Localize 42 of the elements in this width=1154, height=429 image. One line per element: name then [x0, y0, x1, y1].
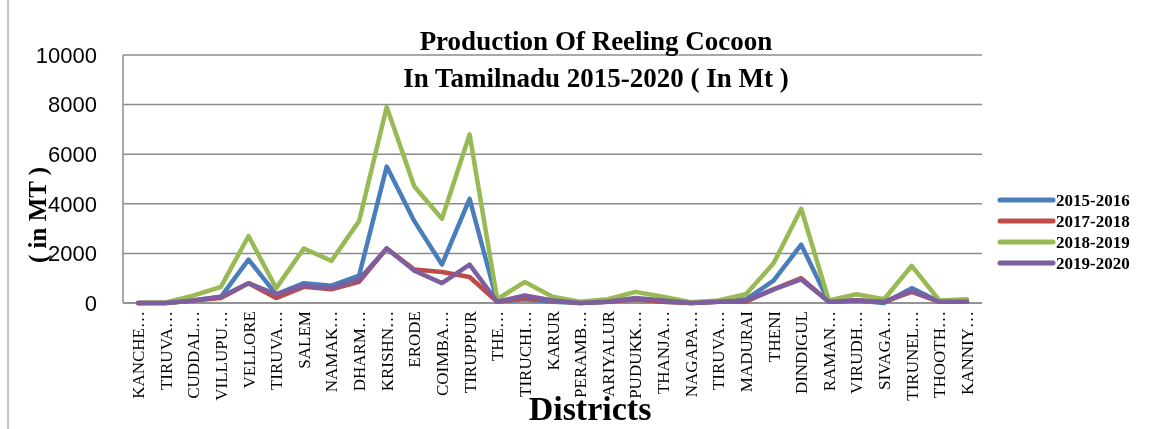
- x-tick-label: THANJA…: [654, 311, 674, 395]
- y-tick-label: 4000: [48, 191, 97, 217]
- x-tick-label: COIMBA…: [432, 311, 452, 397]
- x-tick-label: RAMAN…: [819, 311, 839, 392]
- legend-label: 2018-2019: [1056, 232, 1130, 252]
- x-tick-label: NAGAPA…: [681, 311, 701, 398]
- x-tick-label: TIRUNEL…: [902, 311, 922, 401]
- x-tick-label: TIRUVA…: [267, 311, 287, 391]
- x-tick-label: VILLUPU…: [211, 311, 231, 401]
- x-tick-label: DHARM…: [350, 311, 370, 392]
- x-tick-label: SIVAGA…: [875, 311, 895, 391]
- x-tick-label: MADURAI: [736, 310, 756, 393]
- y-tick-label: 8000: [48, 92, 97, 118]
- x-tick-label: KANNIY…: [958, 311, 977, 396]
- x-tick-label: ARIYALUR: [598, 310, 618, 397]
- x-tick-label: VIRUDH…: [847, 311, 867, 395]
- x-tick-label: DINDIGUL: [792, 311, 812, 395]
- x-tick-label: VELLORE: [239, 311, 259, 389]
- x-tick-label: PERAMB…: [571, 311, 591, 398]
- x-tick-label: TIRUPPUR: [460, 310, 480, 394]
- x-tick-label: PUDUKK…: [626, 311, 646, 399]
- y-tick-label: 0: [84, 290, 97, 316]
- x-tick-label: KARUR: [543, 310, 563, 371]
- x-tick-label: KANCHE…: [129, 311, 148, 399]
- x-tick-label: THOOTH…: [930, 311, 950, 398]
- x-tick-label: TIRUCHI…: [515, 311, 535, 397]
- x-tick-label: NAMAK…: [322, 311, 342, 393]
- y-tick-label: 6000: [48, 141, 97, 167]
- legend-label: 2015-2016: [1056, 190, 1130, 210]
- x-tick-label: KRISHN…: [377, 311, 397, 392]
- x-tick-label: TIRUVA…: [709, 311, 729, 391]
- x-tick-label: TIRUVA…: [156, 311, 176, 391]
- x-tick-label: ERODE: [405, 311, 425, 368]
- legend-label: 2019-2020: [1056, 253, 1130, 273]
- y-tick-label: 10000: [35, 42, 97, 68]
- x-tick-label: THENI: [764, 310, 784, 362]
- legend-label: 2017-2018: [1056, 211, 1130, 231]
- x-tick-label: THE…: [488, 311, 508, 362]
- chart-title: Production Of Reeling Cocoon In Tamilnadu 2015-2020 ( In Mt ): [403, 26, 789, 93]
- line-series: [135, 246, 970, 306]
- x-tick-label: CUDDAL…: [184, 311, 204, 399]
- x-tick-label: SALEM: [294, 311, 314, 369]
